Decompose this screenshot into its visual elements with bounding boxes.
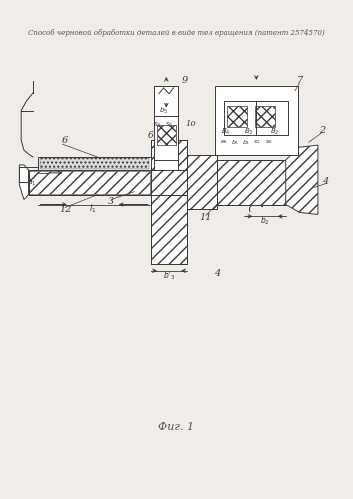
Bar [157, 125, 175, 145]
Text: 10: 10 [186, 120, 197, 128]
Text: $B_2$: $B_2$ [270, 127, 280, 137]
Polygon shape [19, 165, 29, 200]
Text: 4: 4 [214, 269, 220, 278]
Text: $b_2$: $b_2$ [260, 214, 269, 227]
Bar [38, 157, 151, 170]
Text: 12: 12 [59, 205, 72, 214]
Text: $b_5$: $b_5$ [231, 138, 239, 147]
Text: $b_1$: $b_1$ [242, 138, 250, 147]
Bar [29, 171, 150, 194]
Text: $e_6$: $e_6$ [220, 138, 228, 146]
Text: Фиг. 1: Фиг. 1 [158, 422, 195, 432]
Bar [224, 101, 288, 135]
Text: $B_4$: $B_4$ [221, 127, 231, 137]
Text: $s_3$: $s_3$ [153, 121, 161, 130]
Text: Способ черновой обработки деталей в виде тел вращения (патент 2574570): Способ черновой обработки деталей в виде… [28, 29, 325, 37]
Text: 6: 6 [148, 131, 154, 140]
Bar [151, 140, 187, 170]
Polygon shape [286, 145, 318, 215]
Text: $b_5$: $b_5$ [159, 105, 168, 116]
Bar [255, 106, 275, 127]
Bar [187, 170, 217, 195]
Bar [227, 106, 247, 127]
Text: $s_6$: $s_6$ [265, 138, 273, 146]
Bar [217, 160, 286, 205]
Text: $l_1$: $l_1$ [89, 202, 97, 215]
Text: 7: 7 [297, 76, 303, 85]
Bar [151, 170, 187, 195]
Bar [154, 86, 178, 170]
Bar [187, 155, 217, 210]
Text: 3: 3 [108, 197, 114, 206]
Text: 9: 9 [181, 76, 188, 85]
Bar [40, 158, 149, 169]
Text: $s_2$: $s_2$ [252, 138, 260, 146]
Bar [29, 170, 151, 195]
Text: $b'_3$: $b'_3$ [163, 269, 175, 282]
Bar [151, 195, 187, 264]
Text: $a_1$: $a_1$ [26, 178, 36, 188]
Text: 4: 4 [322, 177, 328, 186]
Text: $B_3$: $B_3$ [244, 127, 254, 137]
Text: 2: 2 [319, 126, 325, 135]
Text: $s_5$: $s_5$ [165, 121, 173, 130]
Bar [215, 86, 298, 155]
Text: 6: 6 [62, 136, 68, 145]
Text: 11: 11 [199, 213, 212, 222]
